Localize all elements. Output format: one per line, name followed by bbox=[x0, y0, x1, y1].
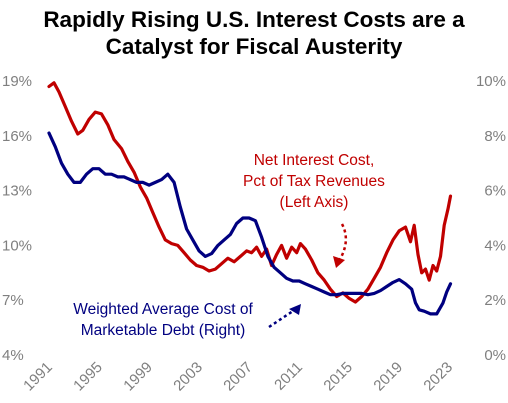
left-axis-tick-label: 13% bbox=[2, 183, 32, 200]
x-axis-ticks: 1991 1995 1999 2003 2007 2011 2015 2019 2023 bbox=[20, 359, 456, 395]
right-axis-tick-label: 8% bbox=[484, 128, 506, 145]
right-axis-tick-label: 6% bbox=[484, 183, 506, 200]
weighted-cost-arrowhead bbox=[289, 304, 301, 315]
chart-title: Rapidly Rising U.S. Interest Costs are a… bbox=[0, 6, 508, 60]
weighted-cost-label-line1: Weighted Average Cost of bbox=[73, 301, 253, 318]
x-axis-tick-label: 2023 bbox=[420, 359, 456, 395]
right-axis-tick-label: 10% bbox=[476, 73, 506, 90]
x-axis-tick-label: 2019 bbox=[370, 359, 406, 395]
weighted-cost-label-line2: Marketable Debt (Right) bbox=[81, 322, 246, 339]
weighted-cost-arrow bbox=[268, 307, 297, 329]
x-axis-tick-label: 2011 bbox=[271, 359, 306, 394]
net-interest-label-line3: (Left Axis) bbox=[280, 194, 349, 211]
left-axis-tick-label: 19% bbox=[2, 73, 32, 90]
left-axis-tick-label: 7% bbox=[2, 292, 24, 309]
chart-title-line1: Rapidly Rising U.S. Interest Costs are a bbox=[43, 7, 465, 32]
x-axis-tick-label: 2015 bbox=[320, 359, 356, 395]
right-axis-tick-label: 4% bbox=[484, 237, 506, 254]
x-axis-tick-label: 1999 bbox=[120, 359, 156, 395]
left-axis-ticks: 4% 7% 10% 13% 16% 19% bbox=[2, 73, 32, 364]
net-interest-label-line1: Net Interest Cost, bbox=[254, 152, 375, 169]
right-axis-tick-label: 2% bbox=[484, 292, 506, 309]
right-axis-tick-label: 0% bbox=[484, 347, 506, 364]
left-axis-tick-label: 16% bbox=[2, 128, 32, 145]
right-axis-ticks: 0% 2% 4% 6% 8% 10% bbox=[476, 73, 506, 364]
net-interest-label-line2: Pct of Tax Revenues bbox=[243, 173, 385, 190]
x-axis-tick-label: 2003 bbox=[170, 359, 206, 395]
x-axis-tick-label: 1991 bbox=[20, 359, 56, 395]
left-axis-tick-label: 10% bbox=[2, 237, 32, 254]
x-axis-tick-label: 1995 bbox=[70, 359, 106, 395]
left-axis-tick-label: 4% bbox=[2, 347, 24, 364]
x-axis-tick-label: 2007 bbox=[220, 359, 256, 395]
net-interest-arrow bbox=[337, 223, 348, 262]
net-interest-arrowhead bbox=[333, 256, 345, 268]
net-interest-line bbox=[47, 81, 453, 304]
weighted-cost-line bbox=[47, 131, 453, 316]
chart-title-line2: Catalyst for Fiscal Austerity bbox=[105, 34, 403, 59]
series-layer bbox=[47, 81, 453, 316]
